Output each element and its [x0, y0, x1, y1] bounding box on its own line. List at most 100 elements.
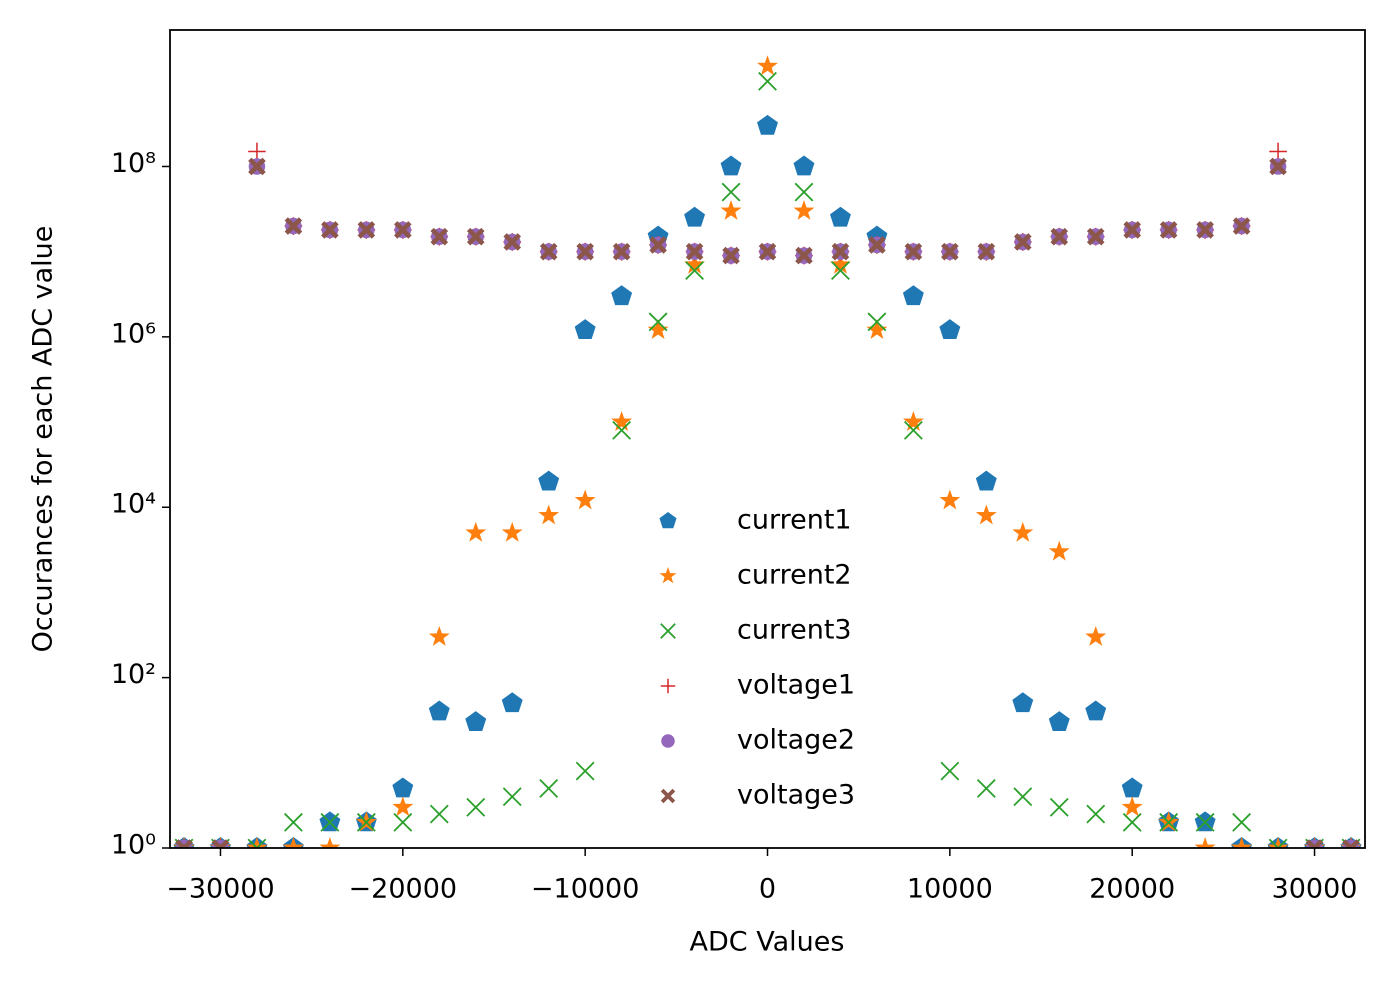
data-point — [1048, 540, 1070, 561]
data-point — [574, 319, 596, 340]
plot-area — [173, 55, 1362, 848]
data-point — [357, 221, 376, 239]
data-point — [684, 253, 706, 274]
data-point — [1048, 711, 1070, 732]
data-point — [793, 200, 815, 220]
data-point — [211, 839, 230, 848]
data-point — [538, 504, 560, 525]
data-point — [1086, 227, 1105, 246]
legend-marker — [660, 623, 676, 639]
data-point — [248, 142, 266, 161]
data-point — [975, 504, 997, 525]
data-point — [941, 242, 959, 261]
legend-label: voltage3 — [737, 780, 855, 811]
data-point — [1050, 227, 1069, 246]
legend-marker — [661, 734, 675, 748]
data-point — [248, 157, 266, 176]
data-point — [283, 812, 303, 832]
data-point — [866, 319, 888, 340]
data-point — [611, 411, 633, 431]
data-point — [319, 837, 341, 848]
data-point — [1013, 787, 1033, 807]
y-tick-label: 10⁰ — [111, 830, 156, 861]
data-point — [1086, 804, 1106, 824]
data-point — [1159, 812, 1179, 832]
data-point — [758, 242, 777, 261]
data-point — [1268, 838, 1288, 848]
data-point — [939, 489, 961, 510]
data-point — [1269, 157, 1287, 176]
data-point — [1232, 217, 1251, 235]
data-point — [976, 779, 996, 798]
data-point — [831, 261, 850, 281]
data-point — [977, 242, 996, 261]
data-point — [612, 242, 631, 261]
data-point — [1121, 777, 1143, 798]
data-point — [428, 700, 450, 721]
data-point — [720, 200, 742, 220]
data-point — [612, 420, 632, 440]
data-point — [1194, 837, 1216, 848]
data-point — [1196, 221, 1214, 239]
data-point — [939, 319, 961, 340]
data-point — [282, 837, 304, 848]
data-point — [829, 253, 851, 274]
data-point — [321, 221, 339, 239]
data-point — [539, 242, 558, 261]
legend-marker — [659, 512, 677, 529]
data-point — [175, 839, 193, 848]
data-point — [795, 246, 813, 265]
data-point — [648, 312, 668, 332]
x-tick-label: 0 — [759, 874, 776, 905]
data-point — [1013, 233, 1032, 251]
y-axis-label: Occurances for each ADC value — [28, 226, 59, 653]
data-point — [392, 777, 414, 798]
data-point — [902, 411, 924, 431]
legend-marker — [660, 678, 676, 694]
data-point — [975, 470, 997, 491]
x-tick-label: 30000 — [1272, 874, 1358, 905]
data-point — [684, 206, 706, 227]
data-point — [575, 761, 595, 781]
legend-marker — [660, 788, 676, 804]
data-point — [794, 182, 814, 202]
data-point — [721, 182, 741, 202]
data-point — [1305, 839, 1324, 848]
data-point — [1012, 692, 1034, 713]
data-point — [611, 285, 633, 306]
legend-label: voltage2 — [737, 725, 855, 756]
data-point — [757, 114, 778, 135]
data-point — [1231, 837, 1253, 848]
x-tick-label: 10000 — [907, 874, 993, 905]
data-point — [1085, 625, 1107, 646]
x-tick-label: −20000 — [349, 874, 458, 905]
data-point — [284, 217, 303, 235]
data-point — [1123, 221, 1141, 239]
data-point — [757, 55, 778, 76]
data-point — [831, 242, 850, 261]
data-point — [538, 470, 560, 491]
data-point — [576, 242, 594, 261]
data-point — [1269, 142, 1287, 161]
data-point — [720, 155, 742, 176]
x-axis-label: ADC Values — [690, 927, 845, 958]
legend-label: current2 — [737, 560, 852, 591]
data-point — [247, 838, 267, 848]
data-point — [829, 206, 851, 227]
y-tick-label: 10⁶ — [111, 318, 156, 349]
data-point — [503, 233, 522, 251]
data-point — [1159, 221, 1178, 239]
data-point — [501, 692, 523, 713]
data-point — [758, 71, 777, 91]
data-point — [393, 812, 413, 832]
data-point — [465, 521, 487, 542]
data-point — [502, 787, 522, 807]
data-point — [392, 796, 414, 817]
data-point — [1267, 837, 1289, 848]
legend-label: current1 — [737, 505, 852, 536]
data-point — [501, 521, 523, 542]
data-point — [685, 242, 704, 261]
data-point — [466, 797, 486, 817]
data-point — [1121, 796, 1143, 817]
